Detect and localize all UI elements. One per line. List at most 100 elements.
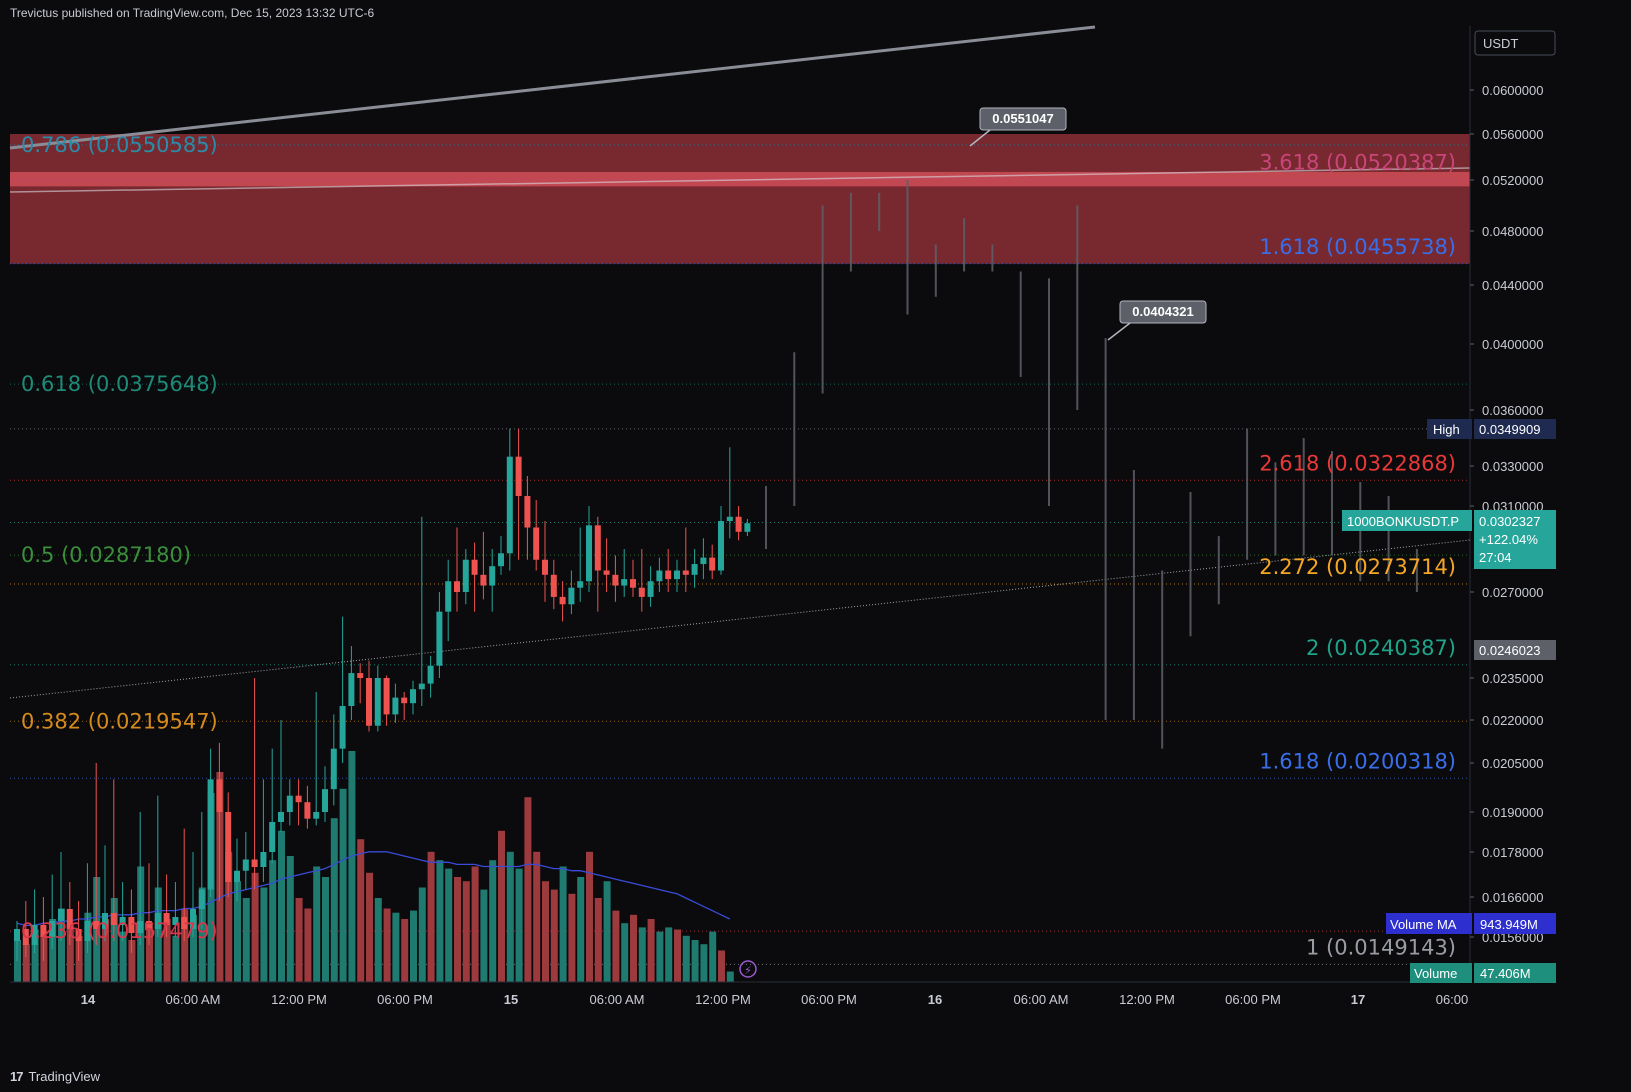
candle-body bbox=[286, 795, 293, 812]
candle-body bbox=[462, 559, 469, 592]
volume-bar bbox=[726, 971, 734, 982]
candle-body bbox=[586, 525, 592, 582]
resistance-zone-layer bbox=[10, 26, 1470, 982]
high-label: High bbox=[1433, 422, 1460, 437]
volume-bar bbox=[568, 893, 576, 982]
high-value: 0.0349909 bbox=[1479, 422, 1540, 437]
volume-bar bbox=[700, 944, 708, 982]
axis-tags: High 0.0349909 1000BONKUSDT.P 0.0302327 +122… bbox=[739, 419, 1556, 983]
volume-ma-line bbox=[16, 851, 731, 926]
volume-bar bbox=[31, 929, 39, 982]
candle-body bbox=[744, 523, 751, 532]
volume-bar bbox=[515, 868, 523, 982]
volume-bar bbox=[471, 866, 479, 982]
y-tick-label: 0.0480000 bbox=[1482, 224, 1543, 239]
candle-body bbox=[137, 921, 144, 933]
candle-body bbox=[260, 852, 267, 867]
x-tick-label: 06:00 AM bbox=[590, 992, 645, 1007]
currency-box bbox=[1474, 30, 1556, 56]
y-tick-label: 0.0270000 bbox=[1482, 585, 1543, 600]
published-by: Trevictus published on TradingView.com, … bbox=[10, 6, 375, 20]
fib-label-right: 1.618 (0.0200318) bbox=[1259, 749, 1456, 773]
volume-ma-value: 943.949M bbox=[1480, 917, 1538, 932]
candle-body bbox=[515, 456, 522, 496]
upper-trend-line bbox=[9, 25, 1096, 150]
price-callouts: 0.0551047 0.0404321 bbox=[969, 107, 1207, 341]
candle-body bbox=[594, 525, 601, 571]
y-tick-label: 0.0220000 bbox=[1482, 713, 1543, 728]
volume-bar bbox=[621, 923, 629, 982]
x-tick-label: 06:00 PM bbox=[1225, 992, 1281, 1007]
fib-label-right: 2.618 (0.0322868) bbox=[1259, 451, 1456, 475]
volume-bar bbox=[295, 898, 303, 982]
fib-labels: 0.786 (0.0550585) 0.618 (0.0375648) 0.5 (0… bbox=[21, 133, 1456, 960]
volume-bar bbox=[691, 940, 699, 982]
y-tick-label: 0.0400000 bbox=[1482, 337, 1543, 352]
callout-box bbox=[979, 107, 1067, 131]
volume-bar bbox=[533, 851, 541, 982]
candle-body bbox=[146, 921, 152, 929]
volume-bar bbox=[594, 898, 602, 982]
volume-bar bbox=[665, 927, 673, 982]
volume-bar bbox=[427, 851, 435, 982]
candle-body bbox=[295, 795, 302, 803]
volume-bar bbox=[269, 860, 277, 982]
callout-label: 0.0404321 bbox=[1132, 304, 1193, 319]
volume-bar bbox=[322, 877, 329, 982]
callout-box bbox=[1119, 300, 1207, 324]
candle-body bbox=[66, 909, 73, 929]
candle-body bbox=[700, 557, 707, 565]
mid-value-bg bbox=[1474, 640, 1556, 660]
volume-bar bbox=[251, 872, 259, 982]
candle-body bbox=[49, 921, 56, 937]
y-tick-label: 0.0600000 bbox=[1482, 83, 1543, 98]
volume-bar bbox=[366, 872, 373, 982]
candle-body bbox=[102, 913, 108, 929]
volume-bar bbox=[172, 935, 180, 982]
candle-body bbox=[383, 678, 390, 715]
volume-bar bbox=[163, 919, 171, 982]
footer-brand[interactable]: TradingView bbox=[28, 1069, 101, 1084]
candle-body bbox=[366, 678, 372, 726]
candle-body bbox=[225, 812, 232, 882]
volume-bar bbox=[480, 889, 488, 982]
volume-bar bbox=[242, 898, 250, 982]
fib-label-right: 3.618 (0.0520387) bbox=[1259, 151, 1456, 175]
projected-wicks bbox=[765, 180, 1418, 749]
fib-label-right: 1.618 (0.0455738) bbox=[1259, 235, 1456, 259]
candle-body bbox=[163, 913, 170, 925]
candle-body bbox=[75, 929, 82, 941]
candle-body bbox=[603, 570, 610, 575]
candle-body bbox=[330, 748, 337, 790]
y-tick-label: 0.0360000 bbox=[1482, 403, 1543, 418]
candle-body bbox=[709, 557, 716, 571]
fib-label-left: 0.382 (0.0219547) bbox=[21, 709, 218, 733]
x-tick-label: 06:00 PM bbox=[801, 992, 857, 1007]
fib-label-right: 1 (0.0149143) bbox=[1306, 935, 1456, 959]
fib-label-left: 0.5 (0.0287180) bbox=[21, 543, 191, 567]
candle-body bbox=[40, 925, 47, 937]
x-tick-label: 16 bbox=[928, 992, 942, 1007]
candle-body bbox=[269, 822, 276, 852]
candle-body bbox=[559, 596, 566, 605]
candle-body bbox=[357, 673, 364, 678]
volume-bar bbox=[401, 919, 409, 982]
volume-bar bbox=[630, 914, 637, 982]
trend-lines bbox=[9, 25, 1471, 699]
resistance-zone-core bbox=[10, 171, 1470, 187]
candle-body bbox=[190, 909, 196, 929]
volume-bar bbox=[348, 751, 356, 982]
footer: 17 TradingView bbox=[10, 1069, 100, 1084]
countdown: 27:04 bbox=[1479, 550, 1512, 565]
candle-body bbox=[436, 611, 443, 666]
volume-ma-label-bg bbox=[1386, 913, 1472, 934]
volume-bar bbox=[278, 830, 285, 982]
volume-label: Volume bbox=[1414, 966, 1457, 981]
candle-body bbox=[524, 496, 531, 528]
candle-body bbox=[638, 587, 645, 597]
candle-body bbox=[489, 566, 496, 586]
x-tick-label: 06:00 PM bbox=[377, 992, 433, 1007]
candle-body bbox=[172, 917, 179, 925]
volume-bar bbox=[286, 856, 294, 982]
